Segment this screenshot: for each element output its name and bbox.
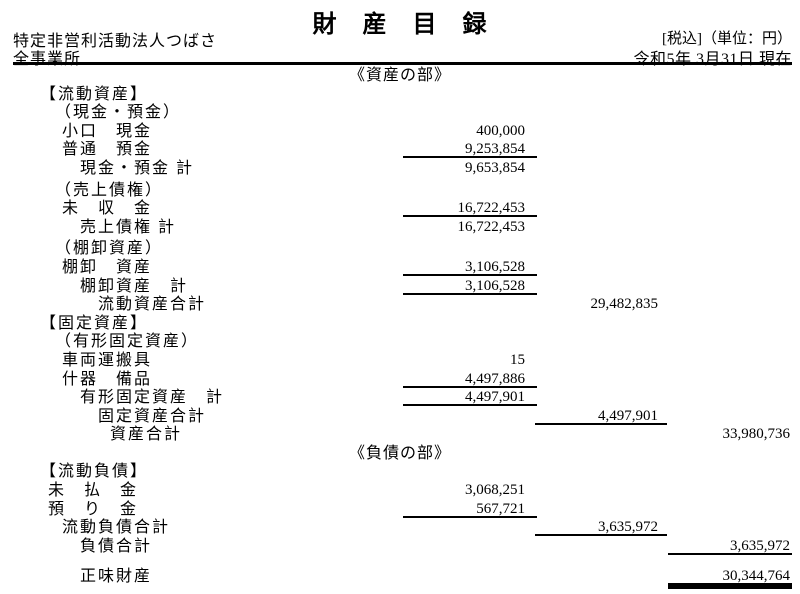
amount-value: 567,721 xyxy=(403,501,537,518)
line-item-row: 資産合計 33,980,736 xyxy=(0,426,800,445)
line-item-row: （棚卸資産） xyxy=(0,240,800,259)
header-divider xyxy=(13,62,792,65)
line-item-row: 棚卸資産 計 3,106,528 xyxy=(0,278,800,297)
account-label: 有形固定資産 計 xyxy=(80,389,225,407)
line-item-row: 売上債権 計 16,722,453 xyxy=(0,219,800,238)
part-heading-row: 《負債の部》 xyxy=(0,445,800,464)
account-label: 普通 預金 xyxy=(62,141,153,159)
account-label: （現金・預金） xyxy=(55,104,182,122)
line-item-row: （有形固定資産） xyxy=(0,333,800,352)
line-item-row: 流動資産合計 29,482,835 xyxy=(0,296,800,315)
line-item-row: 負債合計 3,635,972 xyxy=(0,538,800,557)
account-label: 小口 現金 xyxy=(62,122,153,140)
amount-value: 16,722,453 xyxy=(457,218,526,235)
amount-value: 3,106,528 xyxy=(403,278,537,295)
account-label: 預 り 金 xyxy=(48,500,139,518)
business-scope-label: 全事業所 xyxy=(13,51,82,68)
statement-body: 《資産の部》【流動資産】 （現金・預金） 小口 現金 400,000 普通 預金 9,25… xyxy=(0,67,800,587)
account-label: 負債合計 xyxy=(80,537,153,555)
line-item-row: （売上債権） xyxy=(0,182,800,201)
account-label: 車両運搬具 xyxy=(62,351,153,369)
account-label: 未 払 金 xyxy=(48,482,139,500)
line-item-row: 車両運搬具 15 xyxy=(0,352,800,371)
account-label: 固定資産合計 xyxy=(98,407,207,425)
account-label: 資産合計 xyxy=(110,426,183,444)
line-item-row: 有形固定資産 計 4,497,901 xyxy=(0,389,800,408)
amount-value: 29,482,835 xyxy=(590,296,659,313)
line-item-row: 普通 預金 9,253,854 xyxy=(0,141,800,160)
part-heading: 《資産の部》 xyxy=(348,67,451,84)
account-label: 未 収 金 xyxy=(62,200,153,218)
account-label: 【流動資産】 xyxy=(40,85,149,103)
amount-value: 3,106,528 xyxy=(403,259,537,276)
line-item-row: 【流動負債】 xyxy=(0,463,800,482)
part-heading-row: 《資産の部》 xyxy=(0,67,800,86)
account-label: 売上債権 計 xyxy=(80,218,177,236)
account-label: 正味財産 xyxy=(80,568,153,586)
line-item-row: 流動負債合計 3,635,972 xyxy=(0,519,800,538)
amount-value: 9,653,854 xyxy=(465,159,525,176)
amount-value: 3,635,972 xyxy=(535,519,667,537)
line-item-row: 現金・預金 計 9,653,854 xyxy=(0,160,800,179)
account-label: 棚卸 資産 xyxy=(62,258,153,276)
line-item-row: 未 払 金 3,068,251 xyxy=(0,482,800,501)
tax-unit-note: [税込]（単位：円） xyxy=(662,31,792,47)
line-item-row: （現金・預金） xyxy=(0,104,800,123)
amount-value: 33,980,736 xyxy=(722,426,791,443)
amount-value: 15 xyxy=(510,351,525,368)
line-item-row: 正味財産 30,344,764 xyxy=(0,568,800,587)
organization-name: 特定非営利活動法人つばさ xyxy=(13,33,218,50)
amount-value: 4,497,901 xyxy=(535,408,667,425)
account-label: 什器 備品 xyxy=(62,370,153,388)
line-item-row: 預 り 金 567,721 xyxy=(0,501,800,520)
line-item-row: 未 収 金 16,722,453 xyxy=(0,200,800,219)
line-item-row: 棚卸 資産 3,106,528 xyxy=(0,259,800,278)
account-label: 流動負債合計 xyxy=(62,519,171,537)
amount-value: 30,344,764 xyxy=(668,568,792,586)
report-date: 令和5年 3月31日 現在 xyxy=(633,51,792,68)
amount-value: 3,635,972 xyxy=(668,538,792,555)
account-label: 流動資産合計 xyxy=(98,296,207,314)
account-label: 棚卸資産 計 xyxy=(80,277,189,295)
line-item-row: 【固定資産】 xyxy=(0,315,800,334)
line-item-row: 什器 備品 4,497,886 xyxy=(0,371,800,390)
account-label: 【流動負債】 xyxy=(40,463,149,481)
account-label: （売上債権） xyxy=(55,181,164,199)
line-item-row: 小口 現金 400,000 xyxy=(0,123,800,142)
part-heading: 《負債の部》 xyxy=(348,444,451,462)
amount-value: 4,497,901 xyxy=(403,389,537,407)
amount-value: 4,497,886 xyxy=(403,371,537,388)
amount-value: 16,722,453 xyxy=(403,200,537,218)
line-item-row: 【流動資産】 xyxy=(0,86,800,105)
amount-value: 400,000 xyxy=(476,122,525,139)
page-title: 財 産 目 録 xyxy=(312,12,488,38)
account-label: （棚卸資産） xyxy=(55,240,164,258)
amount-value: 3,068,251 xyxy=(465,482,525,499)
line-item-row: 固定資産合計 4,497,901 xyxy=(0,408,800,427)
account-label: （有形固定資産） xyxy=(55,333,200,351)
account-label: 【固定資産】 xyxy=(40,314,149,332)
account-label: 現金・預金 計 xyxy=(80,159,195,177)
amount-value: 9,253,854 xyxy=(403,141,537,159)
